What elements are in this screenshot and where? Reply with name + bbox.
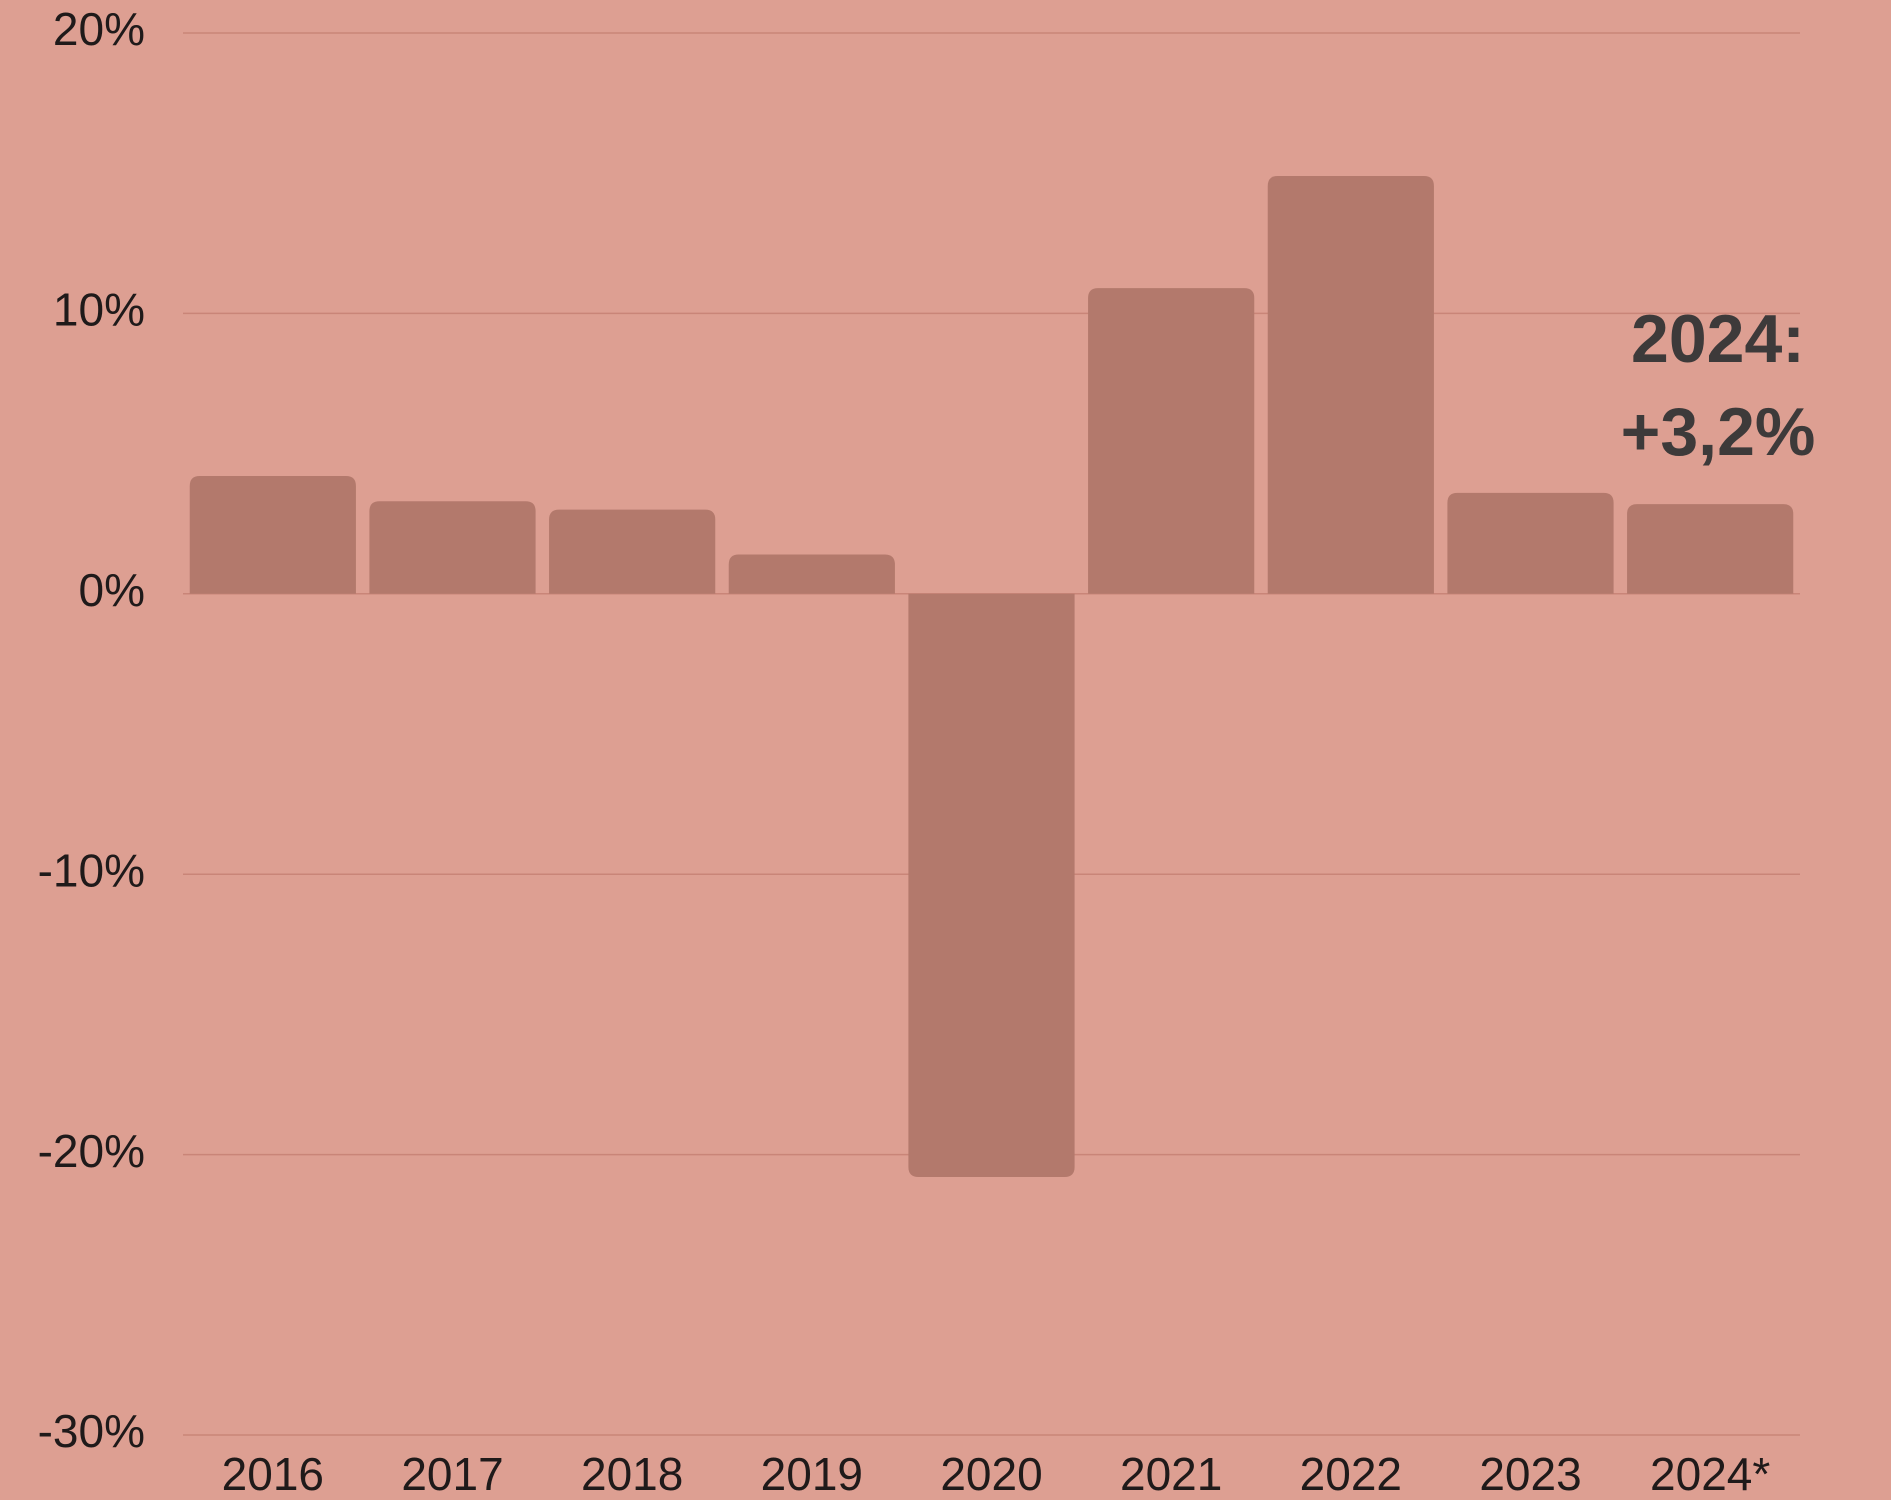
bar: [1088, 288, 1255, 594]
annotation: +3,2%: [1621, 394, 1816, 470]
annotation: 2024:: [1631, 301, 1805, 377]
bars: [189, 176, 1794, 1178]
x-tick-label: 2021: [1120, 1448, 1222, 1500]
bar: [189, 476, 356, 594]
x-tick-label: 2019: [761, 1448, 863, 1500]
x-tick-label: 2022: [1300, 1448, 1402, 1500]
x-tick-label: 2016: [222, 1448, 324, 1500]
y-tick-label: -20%: [38, 1125, 145, 1177]
bar: [1627, 504, 1794, 594]
x-tick-label: 2020: [940, 1448, 1042, 1500]
bar: [1447, 492, 1614, 594]
x-tick-label: 2023: [1479, 1448, 1581, 1500]
y-tick-label: -10%: [38, 844, 145, 896]
bar: [1267, 176, 1434, 594]
bar: [549, 509, 716, 594]
y-tick-label: -30%: [38, 1405, 145, 1457]
y-tick-label: 0%: [79, 564, 145, 616]
y-tick-label: 20%: [53, 3, 145, 55]
bar: [369, 501, 536, 594]
x-tick-label: 2024*: [1650, 1448, 1770, 1500]
bar: [908, 593, 1075, 1178]
x-tick-label: 2017: [401, 1448, 503, 1500]
x-tick-label: 2018: [581, 1448, 683, 1500]
bar: [728, 554, 895, 594]
y-tick-label: 10%: [53, 284, 145, 336]
